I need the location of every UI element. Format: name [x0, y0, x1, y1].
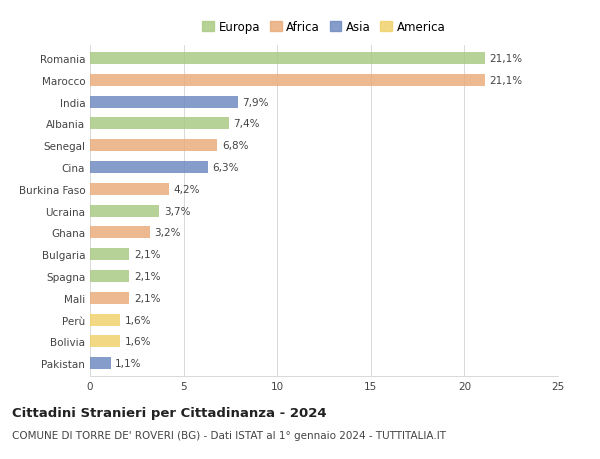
Bar: [90, 205, 159, 217]
Bar: [90, 162, 208, 174]
Text: 3,2%: 3,2%: [155, 228, 181, 238]
Bar: [90, 118, 229, 130]
Text: 7,4%: 7,4%: [233, 119, 260, 129]
Bar: [90, 140, 217, 152]
Text: 1,1%: 1,1%: [115, 358, 142, 368]
Bar: [90, 227, 150, 239]
Text: 21,1%: 21,1%: [490, 54, 523, 64]
Text: 2,1%: 2,1%: [134, 250, 160, 260]
Bar: [90, 75, 485, 87]
Bar: [90, 358, 110, 369]
Text: Cittadini Stranieri per Cittadinanza - 2024: Cittadini Stranieri per Cittadinanza - 2…: [12, 406, 326, 419]
Text: 7,9%: 7,9%: [242, 97, 269, 107]
Text: 4,2%: 4,2%: [173, 185, 200, 195]
Bar: [90, 96, 238, 108]
Bar: [90, 53, 485, 65]
Text: 6,3%: 6,3%: [212, 162, 239, 173]
Bar: [90, 249, 130, 261]
Text: 6,8%: 6,8%: [222, 141, 248, 151]
Bar: [90, 184, 169, 196]
Text: 1,6%: 1,6%: [125, 336, 151, 347]
Bar: [90, 336, 120, 347]
Bar: [90, 270, 130, 282]
Legend: Europa, Africa, Asia, America: Europa, Africa, Asia, America: [200, 19, 448, 36]
Text: 21,1%: 21,1%: [490, 76, 523, 86]
Text: 3,7%: 3,7%: [164, 206, 190, 216]
Text: 1,6%: 1,6%: [125, 315, 151, 325]
Text: COMUNE DI TORRE DE' ROVERI (BG) - Dati ISTAT al 1° gennaio 2024 - TUTTITALIA.IT: COMUNE DI TORRE DE' ROVERI (BG) - Dati I…: [12, 431, 446, 441]
Text: 2,1%: 2,1%: [134, 293, 160, 303]
Text: 2,1%: 2,1%: [134, 271, 160, 281]
Bar: [90, 314, 120, 326]
Bar: [90, 292, 130, 304]
